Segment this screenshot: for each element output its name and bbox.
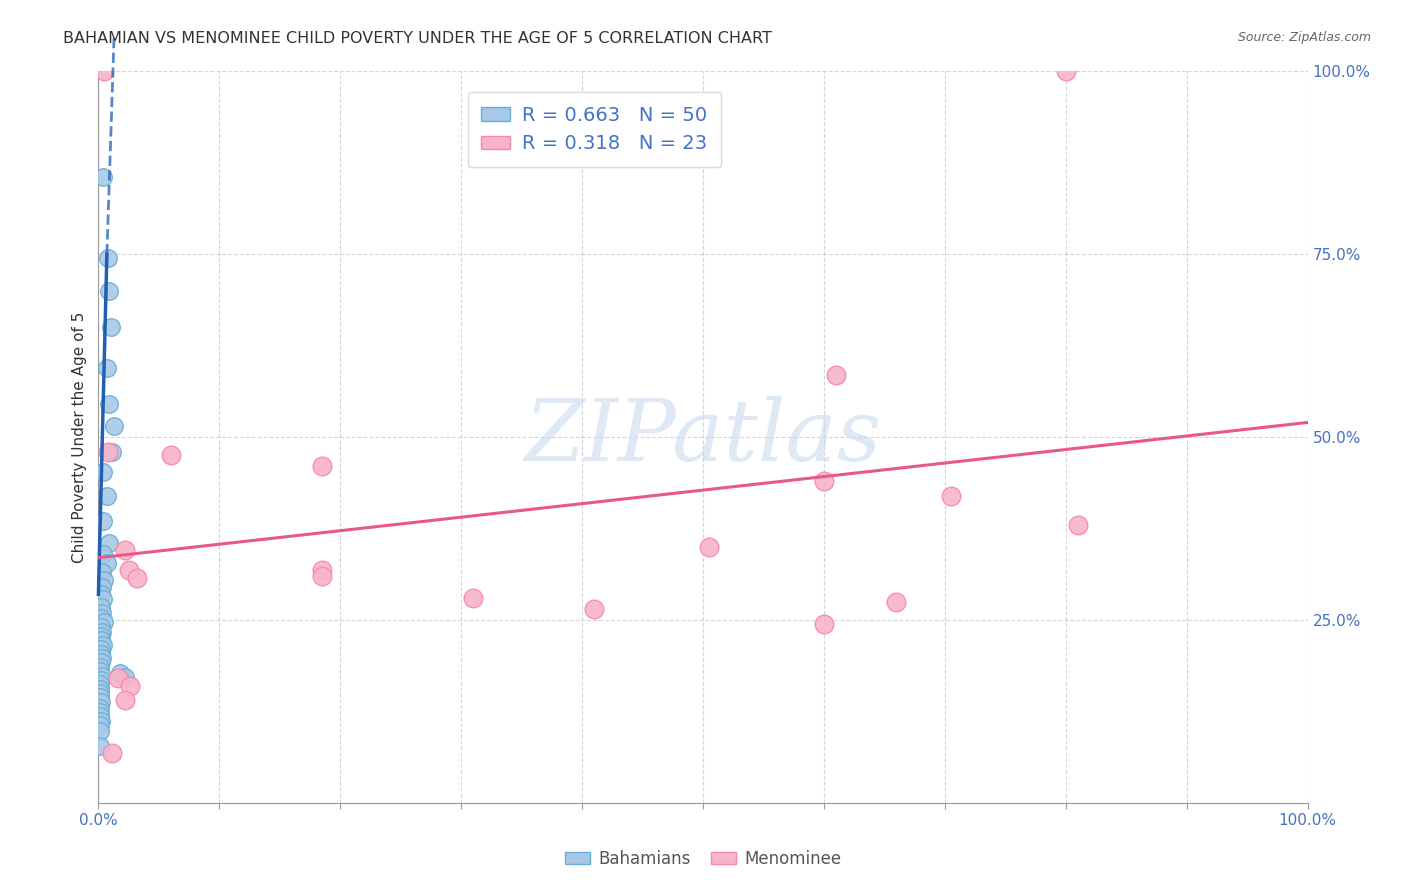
Point: [813, 474, 835, 488]
Point: [311, 459, 333, 474]
Point: [89, 664, 111, 678]
Point: [90, 695, 112, 709]
Point: [90, 587, 112, 601]
Point: [93, 64, 115, 78]
Point: [100, 746, 122, 760]
Point: [91, 606, 114, 620]
Point: [697, 540, 720, 554]
Point: [93, 615, 115, 629]
Point: [311, 569, 333, 583]
Point: [89, 681, 111, 696]
Point: [89, 700, 111, 714]
Point: [1054, 64, 1077, 78]
Point: [96, 360, 118, 375]
Point: [90, 611, 112, 625]
Text: Source: ZipAtlas.com: Source: ZipAtlas.com: [1237, 31, 1371, 45]
Point: [91, 170, 114, 185]
Point: [108, 665, 131, 680]
Point: [90, 714, 112, 728]
Point: [114, 543, 136, 558]
Point: [91, 547, 114, 561]
Point: [89, 718, 111, 732]
Point: [1067, 517, 1090, 532]
Point: [90, 673, 112, 687]
Point: [98, 536, 121, 550]
Point: [98, 284, 121, 298]
Point: [813, 616, 835, 631]
Point: [107, 672, 129, 686]
Point: [98, 397, 121, 411]
Point: [91, 651, 114, 665]
Point: [89, 690, 111, 705]
Legend: Bahamians, Menominee: Bahamians, Menominee: [558, 844, 848, 875]
Point: [90, 599, 112, 614]
Text: BAHAMIAN VS MENOMINEE CHILD POVERTY UNDER THE AGE OF 5 CORRELATION CHART: BAHAMIAN VS MENOMINEE CHILD POVERTY UNDE…: [63, 31, 772, 46]
Point: [91, 668, 114, 682]
Point: [89, 724, 111, 739]
Point: [89, 705, 111, 719]
Point: [89, 659, 111, 673]
Point: [93, 573, 115, 587]
Point: [100, 320, 122, 334]
Point: [118, 563, 141, 577]
Point: [90, 620, 112, 634]
Point: [886, 594, 908, 608]
Point: [91, 592, 114, 607]
Y-axis label: Child Poverty Under the Age of 5: Child Poverty Under the Age of 5: [72, 311, 87, 563]
Point: [103, 419, 125, 434]
Point: [90, 647, 112, 661]
Point: [583, 602, 606, 616]
Point: [463, 591, 485, 605]
Point: [91, 624, 114, 639]
Point: [89, 739, 111, 753]
Point: [90, 629, 112, 643]
Point: [90, 633, 112, 648]
Point: [825, 368, 848, 382]
Point: [96, 556, 118, 570]
Point: [96, 489, 118, 503]
Point: [89, 709, 111, 723]
Point: [127, 570, 149, 584]
Point: [91, 514, 114, 528]
Point: [97, 444, 120, 458]
Point: [91, 465, 114, 479]
Point: [89, 677, 111, 691]
Point: [97, 251, 120, 265]
Point: [90, 642, 112, 657]
Point: [114, 670, 136, 684]
Point: [90, 656, 112, 670]
Point: [160, 448, 183, 462]
Point: [91, 638, 114, 652]
Point: [100, 444, 122, 458]
Point: [91, 566, 114, 580]
Point: [311, 563, 333, 577]
Point: [114, 693, 136, 707]
Point: [91, 580, 114, 594]
Legend: R = 0.663   N = 50, R = 0.318   N = 23: R = 0.663 N = 50, R = 0.318 N = 23: [468, 92, 721, 167]
Text: ZIPatlas: ZIPatlas: [524, 396, 882, 478]
Point: [89, 686, 111, 700]
Point: [939, 489, 962, 503]
Point: [118, 679, 141, 693]
